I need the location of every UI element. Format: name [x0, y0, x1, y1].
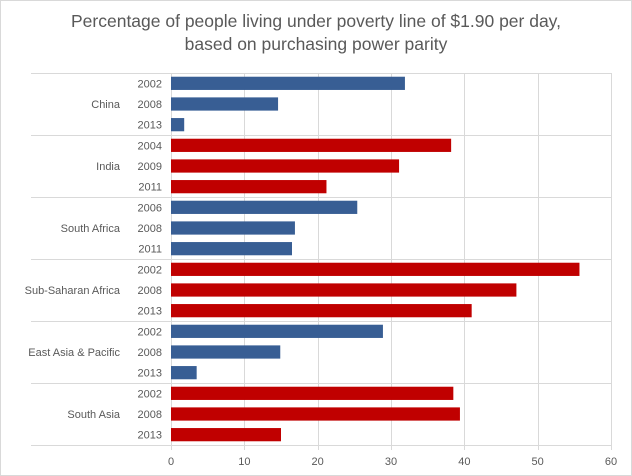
chart-title-line-1: Percentage of people living under povert… — [71, 11, 561, 31]
year-label: 2011 — [138, 182, 162, 194]
chart-title: Percentage of people living under povert… — [0, 10, 632, 56]
bar-india-2004 — [171, 138, 452, 152]
x-tick-label: 20 — [312, 456, 324, 468]
bar-sub-saharan-africa-2013 — [171, 304, 472, 318]
year-label: 2011 — [138, 244, 162, 256]
year-labels: 2002 2008 2013 2004 2009 2011 2006 2008 2011 2002… — [138, 78, 162, 441]
bar-south-asia-2008 — [171, 407, 460, 421]
year-label: 2013 — [138, 306, 162, 318]
bar-china-2002 — [171, 76, 405, 90]
x-tick-label: 0 — [168, 456, 174, 468]
group-label: South Africa — [61, 223, 121, 235]
x-tick-label: 40 — [458, 456, 470, 468]
group-label: India — [96, 161, 121, 173]
year-label: 2008 — [138, 285, 162, 297]
x-tick-label: 10 — [238, 456, 250, 468]
chart-title-line-2: based on purchasing power parity — [184, 34, 448, 54]
bar-south-africa-2011 — [171, 242, 292, 256]
bar-south-africa-2008 — [171, 221, 295, 235]
group-label: South Asia — [67, 409, 120, 421]
bar-india-2011 — [171, 180, 327, 194]
bar-sub-saharan-africa-2002 — [171, 262, 580, 276]
bar-east-asia-pacific-2008 — [171, 345, 281, 359]
group-labels: China India South Africa Sub-Saharan Africa… — [25, 99, 121, 421]
x-tick-label: 30 — [385, 456, 397, 468]
year-label: 2002 — [138, 388, 162, 400]
year-label: 2013 — [138, 120, 162, 132]
group-separators — [31, 73, 611, 446]
year-label: 2002 — [138, 264, 162, 276]
x-tick-label: 50 — [532, 456, 544, 468]
group-label: Sub-Saharan Africa — [25, 285, 121, 297]
year-label: 2008 — [138, 223, 162, 235]
bar-south-africa-2006 — [171, 200, 358, 214]
bar-china-2013 — [171, 118, 185, 132]
year-label: 2013 — [138, 430, 162, 442]
year-label: 2008 — [138, 347, 162, 359]
bar-east-asia-pacific-2002 — [171, 324, 383, 338]
year-label: 2004 — [138, 140, 162, 152]
group-label: China — [91, 99, 121, 111]
year-label: 2008 — [138, 409, 162, 421]
year-label: 2002 — [138, 78, 162, 90]
bar-east-asia-pacific-2013 — [171, 366, 197, 380]
year-label: 2013 — [138, 368, 162, 380]
year-label: 2006 — [138, 202, 162, 214]
group-label: East Asia & Pacific — [28, 347, 120, 359]
bars — [171, 76, 580, 442]
bar-china-2008 — [171, 97, 279, 111]
bar-india-2009 — [171, 159, 400, 173]
x-axis-tick-labels: 0 10 20 30 40 50 60 — [168, 456, 617, 468]
bar-sub-saharan-africa-2008 — [171, 283, 517, 297]
year-label: 2008 — [138, 99, 162, 111]
x-tick-label: 60 — [605, 456, 617, 468]
year-label: 2002 — [138, 326, 162, 338]
year-label: 2009 — [138, 161, 162, 173]
bar-south-asia-2002 — [171, 386, 454, 400]
bar-south-asia-2013 — [171, 428, 281, 442]
